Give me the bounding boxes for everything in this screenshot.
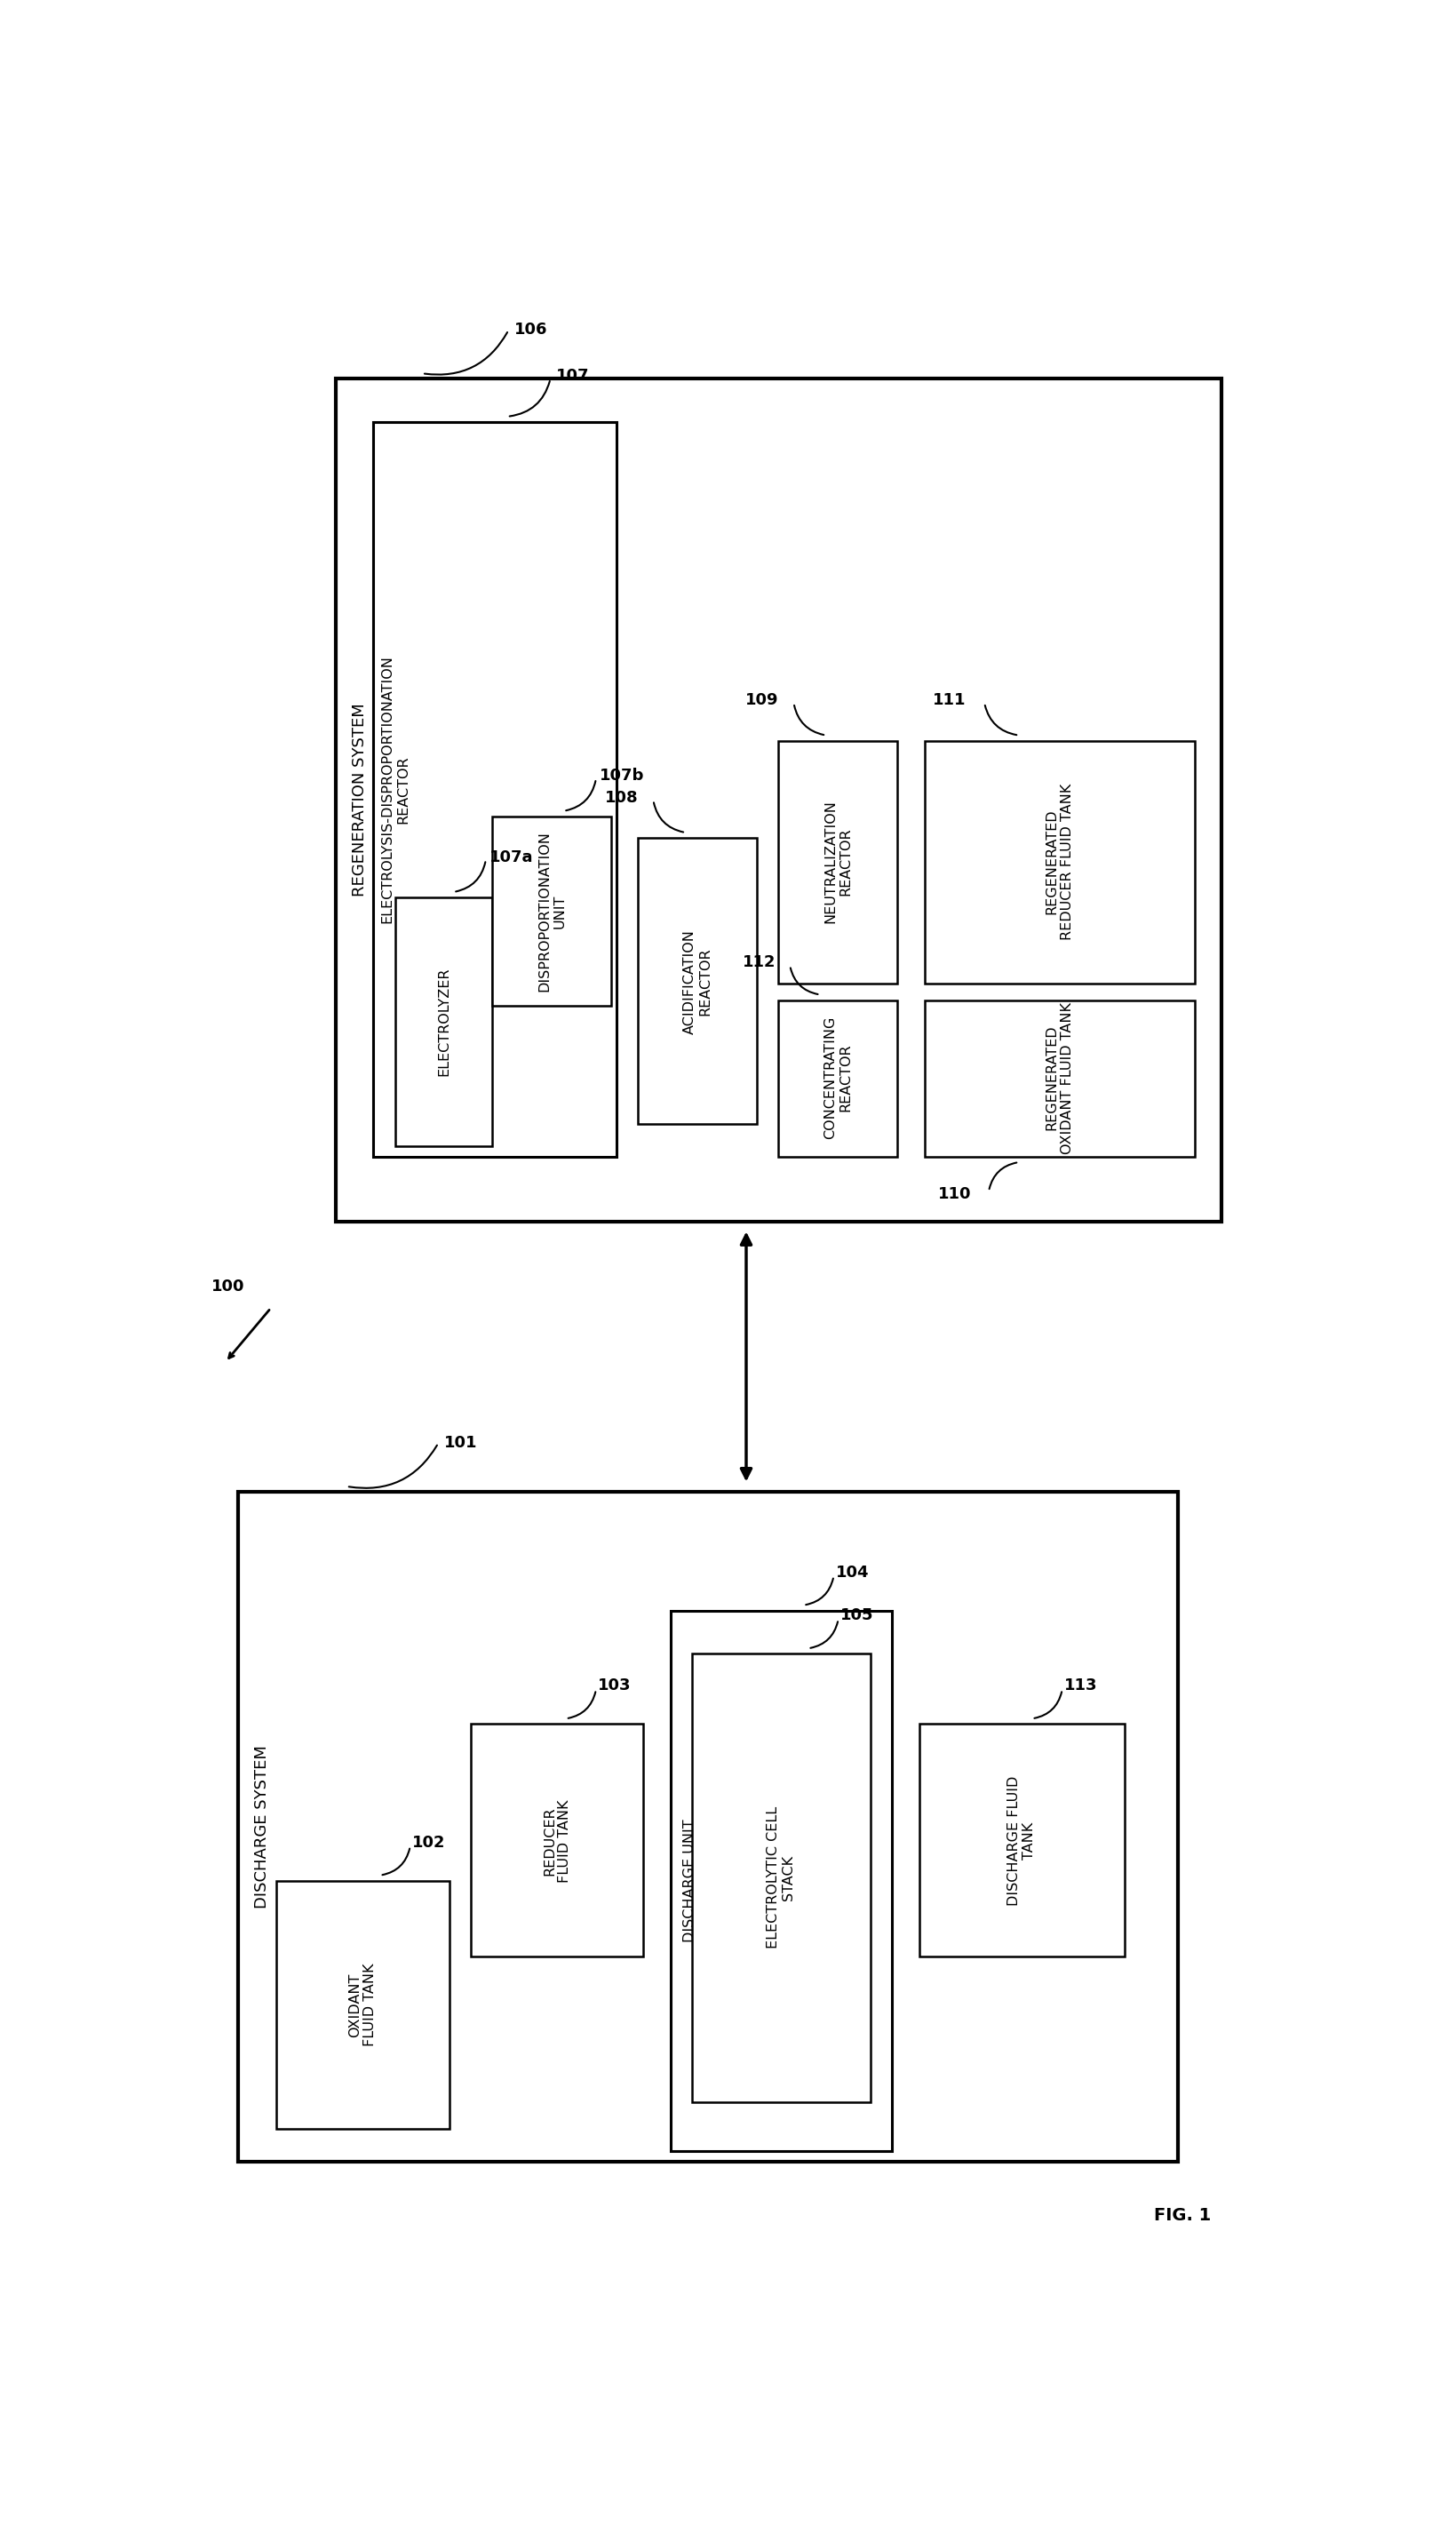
Text: 103: 103 bbox=[598, 1677, 632, 1695]
Text: 113: 113 bbox=[1064, 1677, 1098, 1695]
Bar bbox=[692, 1655, 871, 2102]
Bar bbox=[470, 1725, 644, 1958]
Text: DISCHARGE UNIT: DISCHARGE UNIT bbox=[683, 1819, 696, 1942]
Text: ELECTROLYSIS-DISPROPORTIONATION
REACTOR: ELECTROLYSIS-DISPROPORTIONATION REACTOR bbox=[380, 654, 409, 925]
Bar bbox=[779, 740, 897, 985]
Bar bbox=[638, 839, 757, 1124]
Bar bbox=[336, 379, 1222, 1223]
Bar bbox=[925, 740, 1194, 985]
Text: NEUTRALIZATION
REACTOR: NEUTRALIZATION REACTOR bbox=[824, 801, 852, 925]
Text: DISCHARGE SYSTEM: DISCHARGE SYSTEM bbox=[255, 1745, 271, 1910]
Text: 102: 102 bbox=[412, 1834, 446, 1852]
Bar bbox=[374, 422, 616, 1157]
Text: CONCENTRATING
REACTOR: CONCENTRATING REACTOR bbox=[824, 1015, 852, 1139]
Bar bbox=[671, 1612, 893, 2152]
Text: 110: 110 bbox=[938, 1187, 971, 1202]
Bar bbox=[919, 1725, 1124, 1958]
Text: 109: 109 bbox=[745, 692, 779, 707]
Text: 101: 101 bbox=[444, 1435, 478, 1450]
Text: ELECTROLYZER: ELECTROLYZER bbox=[437, 967, 450, 1076]
Bar bbox=[492, 816, 612, 1005]
Text: 107: 107 bbox=[556, 369, 590, 384]
Text: 108: 108 bbox=[604, 791, 638, 806]
Text: 105: 105 bbox=[840, 1607, 874, 1624]
Bar bbox=[779, 1000, 897, 1157]
Bar bbox=[925, 1000, 1194, 1157]
Text: REGENERATION SYSTEM: REGENERATION SYSTEM bbox=[351, 702, 367, 897]
Text: ELECTROLYTIC CELL
STACK: ELECTROLYTIC CELL STACK bbox=[766, 1806, 795, 1948]
Text: REDUCER
FLUID TANK: REDUCER FLUID TANK bbox=[543, 1799, 572, 1882]
Text: OXIDANT
FLUID TANK: OXIDANT FLUID TANK bbox=[348, 1963, 377, 2046]
Text: 104: 104 bbox=[836, 1564, 869, 1581]
Bar bbox=[277, 1882, 448, 2129]
Text: REGENERATED
REDUCER FLUID TANK: REGENERATED REDUCER FLUID TANK bbox=[1045, 783, 1075, 940]
Bar bbox=[395, 897, 492, 1147]
Text: ACIDIFICATION
REACTOR: ACIDIFICATION REACTOR bbox=[683, 930, 712, 1033]
Bar bbox=[239, 1493, 1178, 2162]
Text: 112: 112 bbox=[743, 955, 776, 970]
Text: 106: 106 bbox=[514, 321, 547, 338]
Text: 107b: 107b bbox=[600, 768, 644, 783]
Text: 100: 100 bbox=[211, 1278, 245, 1293]
Text: REGENERATED
OXIDANT FLUID TANK: REGENERATED OXIDANT FLUID TANK bbox=[1045, 1003, 1075, 1154]
Text: 111: 111 bbox=[932, 692, 965, 707]
Text: DISCHARGE FLUID
TANK: DISCHARGE FLUID TANK bbox=[1008, 1776, 1037, 1905]
Text: FIG. 1: FIG. 1 bbox=[1153, 2208, 1211, 2225]
Text: 107a: 107a bbox=[489, 849, 533, 864]
Text: DISPROPORTIONATION
UNIT: DISPROPORTIONATION UNIT bbox=[537, 831, 566, 993]
